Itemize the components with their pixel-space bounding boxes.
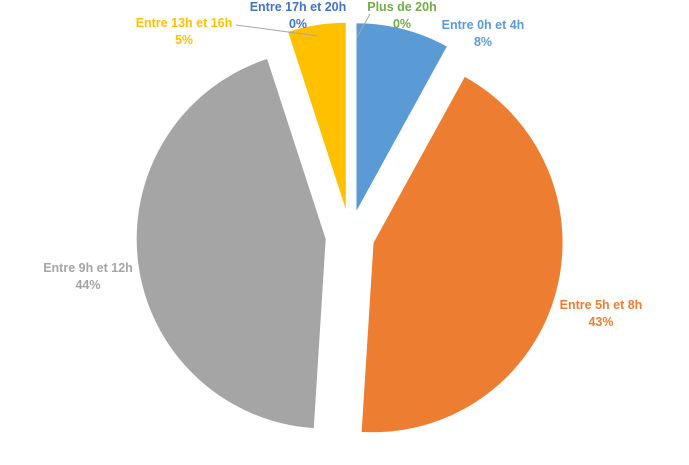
data-label-category-entre-0h-et-4h: Entre 0h et 4h — [442, 18, 525, 32]
data-label-category-entre-17h-et-20h: Entre 17h et 20h — [250, 0, 347, 14]
pie-slice-entre-0h-et-4h — [355, 22, 449, 213]
data-label-category-entre-9h-et-12h: Entre 9h et 12h — [43, 261, 133, 275]
data-label-category-entre-5h-et-8h: Entre 5h et 8h — [560, 298, 643, 312]
data-label-percent-entre-0h-et-4h: 8% — [474, 35, 492, 49]
data-label-percent-plus-de-20h: 0% — [393, 17, 411, 31]
leader-lines — [235, 13, 371, 38]
data-label-percent-entre-5h-et-8h: 43% — [588, 315, 613, 329]
pie-slices — [135, 21, 564, 434]
data-label-category-entre-13h-et-16h: Entre 13h et 16h — [136, 16, 233, 30]
leader-line-plus-de-20h — [356, 13, 371, 38]
data-label-percent-entre-9h-et-12h: 44% — [75, 278, 100, 292]
data-label-percent-entre-13h-et-16h: 5% — [175, 33, 193, 47]
data-labels: Entre 0h et 4h 8% Entre 5h et 8h 43% Entre 9… — [43, 0, 642, 329]
data-label-percent-entre-17h-et-20h: 0% — [289, 17, 307, 31]
data-label-category-plus-de-20h: Plus de 20h — [367, 0, 436, 14]
pie-slice-entre-5h-et-8h — [360, 75, 564, 434]
pie-slice-entre-9h-et-12h — [135, 57, 327, 430]
leader-line-entre-13h-et-16h — [235, 24, 319, 37]
